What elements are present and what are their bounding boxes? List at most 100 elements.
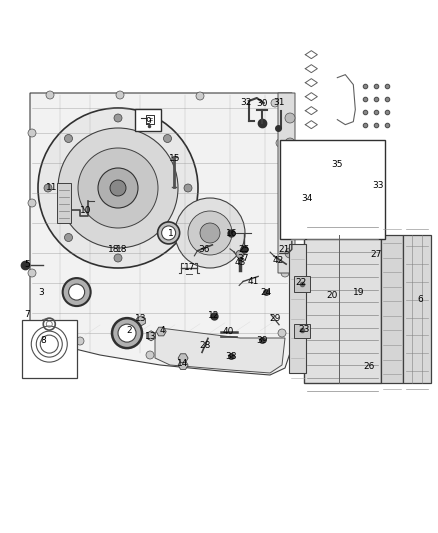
Text: 32: 32	[240, 98, 252, 107]
Circle shape	[38, 108, 198, 268]
Polygon shape	[178, 354, 188, 362]
Text: 33: 33	[372, 181, 383, 190]
Text: 9: 9	[145, 117, 151, 126]
Text: 18: 18	[116, 245, 127, 254]
Text: 28: 28	[199, 341, 211, 350]
Text: 36: 36	[198, 245, 209, 254]
Circle shape	[28, 129, 36, 137]
Circle shape	[200, 223, 220, 243]
Circle shape	[41, 319, 49, 327]
Circle shape	[110, 180, 126, 196]
Circle shape	[76, 337, 84, 345]
Circle shape	[278, 329, 286, 337]
Text: 1: 1	[168, 229, 174, 238]
FancyBboxPatch shape	[294, 276, 310, 292]
Circle shape	[285, 138, 295, 148]
Text: 6: 6	[417, 295, 424, 304]
FancyBboxPatch shape	[403, 235, 431, 383]
Circle shape	[69, 284, 85, 300]
Text: 22: 22	[296, 278, 307, 287]
Text: 24: 24	[261, 288, 272, 296]
Circle shape	[184, 184, 192, 192]
Circle shape	[276, 139, 284, 147]
Circle shape	[188, 211, 232, 255]
Text: 35: 35	[332, 160, 343, 168]
FancyBboxPatch shape	[294, 325, 310, 338]
Circle shape	[64, 233, 73, 241]
Circle shape	[285, 248, 295, 258]
Text: 15: 15	[169, 155, 180, 163]
FancyBboxPatch shape	[22, 320, 77, 378]
Circle shape	[146, 351, 154, 359]
Text: 39: 39	[256, 336, 268, 344]
Text: 26: 26	[363, 362, 374, 371]
Text: 38: 38	[226, 352, 237, 360]
Polygon shape	[57, 182, 71, 223]
Text: 5: 5	[24, 261, 30, 269]
Text: 3: 3	[39, 288, 45, 296]
Circle shape	[162, 226, 176, 240]
Text: 27: 27	[370, 251, 381, 259]
Circle shape	[163, 134, 172, 142]
Text: 12: 12	[208, 311, 219, 320]
Text: 11: 11	[46, 183, 57, 192]
FancyBboxPatch shape	[304, 235, 381, 383]
Text: 13: 13	[145, 333, 157, 341]
Circle shape	[28, 269, 36, 277]
Circle shape	[112, 318, 142, 348]
Circle shape	[256, 361, 264, 369]
Polygon shape	[155, 328, 285, 373]
Circle shape	[114, 254, 122, 262]
FancyBboxPatch shape	[381, 235, 403, 383]
Text: 29: 29	[269, 314, 281, 323]
Circle shape	[196, 92, 204, 100]
Text: 17: 17	[184, 263, 195, 272]
Text: 2: 2	[127, 326, 132, 335]
Circle shape	[116, 91, 124, 99]
Circle shape	[114, 114, 122, 122]
Text: 8: 8	[40, 336, 46, 344]
Text: 13: 13	[135, 314, 147, 323]
Circle shape	[98, 168, 138, 208]
Text: 7: 7	[24, 310, 30, 319]
Text: 31: 31	[274, 98, 285, 107]
FancyBboxPatch shape	[135, 109, 161, 132]
Circle shape	[285, 113, 295, 123]
Circle shape	[64, 134, 73, 142]
Circle shape	[44, 184, 52, 192]
Circle shape	[281, 269, 289, 277]
Polygon shape	[178, 361, 188, 369]
Text: 37: 37	[237, 254, 249, 263]
Circle shape	[28, 199, 36, 207]
Text: 30: 30	[256, 100, 268, 108]
Text: 40: 40	[223, 327, 234, 336]
Polygon shape	[156, 327, 166, 336]
Circle shape	[216, 359, 224, 367]
Text: 25: 25	[239, 245, 250, 254]
Text: 20: 20	[326, 292, 338, 300]
Circle shape	[58, 128, 178, 248]
Circle shape	[285, 198, 295, 208]
Circle shape	[158, 222, 180, 244]
Circle shape	[271, 99, 279, 107]
Circle shape	[46, 91, 54, 99]
Polygon shape	[278, 93, 295, 273]
Circle shape	[175, 198, 245, 268]
Polygon shape	[137, 316, 145, 326]
Polygon shape	[147, 331, 155, 341]
Text: 42: 42	[272, 256, 284, 264]
Text: 34: 34	[301, 194, 312, 203]
FancyBboxPatch shape	[289, 244, 306, 373]
Circle shape	[285, 168, 295, 178]
Circle shape	[279, 209, 287, 217]
Polygon shape	[30, 93, 292, 375]
Text: 4: 4	[159, 326, 165, 335]
FancyBboxPatch shape	[280, 140, 385, 239]
Circle shape	[163, 233, 172, 241]
Text: 14: 14	[177, 359, 189, 368]
Text: 16: 16	[226, 229, 237, 238]
Text: 10: 10	[80, 206, 91, 215]
Text: 18: 18	[108, 245, 120, 254]
Circle shape	[285, 223, 295, 233]
Circle shape	[118, 324, 136, 342]
